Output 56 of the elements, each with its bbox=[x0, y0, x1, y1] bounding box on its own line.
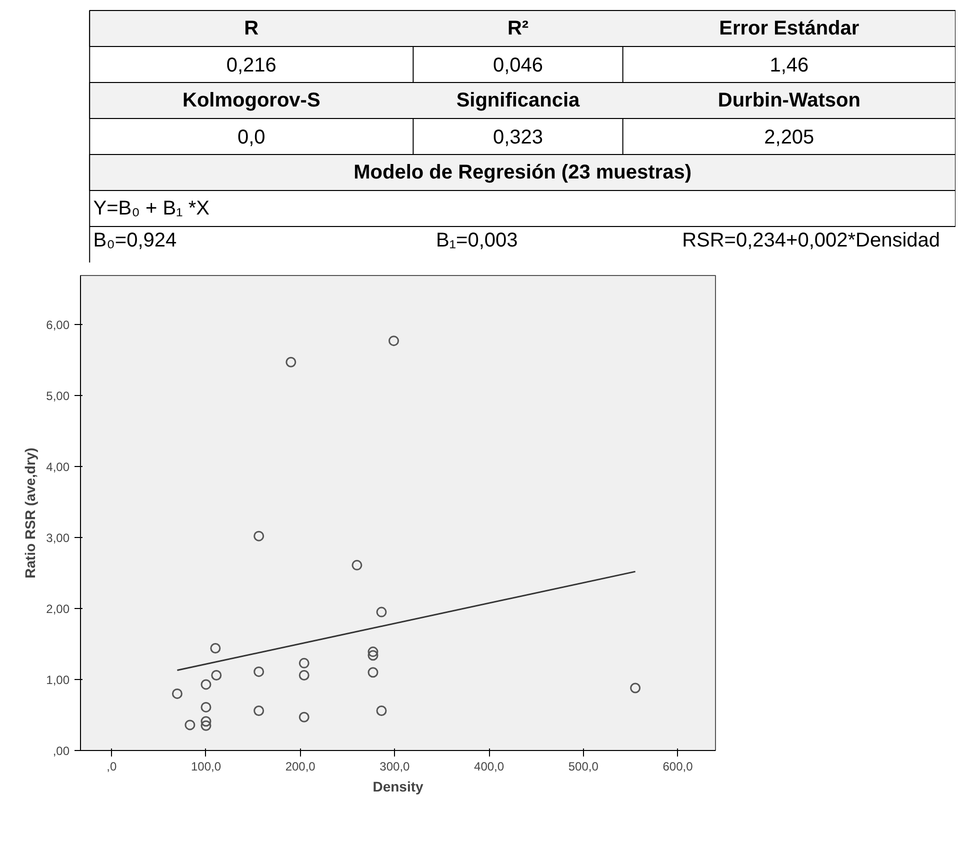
point bbox=[376, 606, 387, 618]
point bbox=[298, 658, 310, 668]
text: 0,323 bbox=[492, 126, 544, 148]
point bbox=[298, 670, 310, 680]
x-tick-label: 300,0 bbox=[380, 760, 410, 774]
text: Kolmogorov-S bbox=[182, 90, 320, 112]
text: R² bbox=[507, 18, 529, 40]
text: B₀=0,924 bbox=[93, 230, 177, 252]
text: Y=B₀ + B₁ *X bbox=[93, 198, 210, 220]
y-tick-label: 6,00 bbox=[46, 318, 70, 332]
point bbox=[200, 720, 212, 731]
text: Durbin-Watson bbox=[718, 90, 860, 112]
text: Error Estándar bbox=[719, 18, 860, 40]
point bbox=[376, 706, 387, 716]
point bbox=[254, 530, 264, 542]
point bbox=[368, 650, 378, 661]
text: 0,046 bbox=[492, 54, 544, 76]
point bbox=[630, 682, 641, 694]
text: 0,216 bbox=[226, 54, 276, 76]
x-tick-label: 200,0 bbox=[285, 760, 316, 774]
point bbox=[200, 679, 212, 690]
y-tick-label: 3,00 bbox=[46, 530, 70, 545]
y-tick-label: 5,00 bbox=[46, 388, 70, 403]
point bbox=[184, 720, 196, 730]
point bbox=[254, 706, 264, 716]
y-tick-label: ,00 bbox=[52, 744, 70, 758]
x-tick-label: ,0 bbox=[106, 760, 117, 774]
x-tick-label: 600,0 bbox=[662, 760, 694, 774]
point bbox=[352, 560, 362, 570]
point bbox=[210, 643, 221, 654]
point bbox=[298, 712, 310, 722]
point bbox=[388, 336, 400, 346]
text: R bbox=[244, 18, 260, 40]
point bbox=[200, 716, 212, 727]
text: 2,205 bbox=[764, 126, 814, 148]
x-axis-title: Density bbox=[372, 778, 424, 794]
text: B₁=0,003 bbox=[436, 230, 518, 252]
x-tick-label: 500,0 bbox=[568, 760, 599, 774]
y-tick-label: 1,00 bbox=[46, 673, 70, 687]
x-tick-label: 400,0 bbox=[474, 760, 504, 774]
y-axis-title: Ratio RSR (ave,dry) bbox=[22, 448, 38, 578]
text: 0,0 bbox=[237, 126, 266, 148]
text: Significancia bbox=[456, 90, 581, 112]
point bbox=[200, 702, 212, 712]
text: RSR=0,234+0,002*Densidad bbox=[682, 230, 940, 252]
text: Modelo de Regresión (23 muestras) bbox=[354, 162, 692, 184]
point bbox=[172, 688, 182, 699]
text: 1,46 bbox=[770, 54, 809, 76]
point bbox=[254, 666, 264, 677]
y-tick-label: 2,00 bbox=[46, 602, 70, 616]
point bbox=[286, 356, 296, 368]
y-tick-label: 4,00 bbox=[46, 460, 70, 474]
point bbox=[211, 670, 222, 680]
point bbox=[368, 667, 378, 678]
point bbox=[368, 646, 378, 658]
x-tick-label: 100,0 bbox=[190, 760, 222, 774]
